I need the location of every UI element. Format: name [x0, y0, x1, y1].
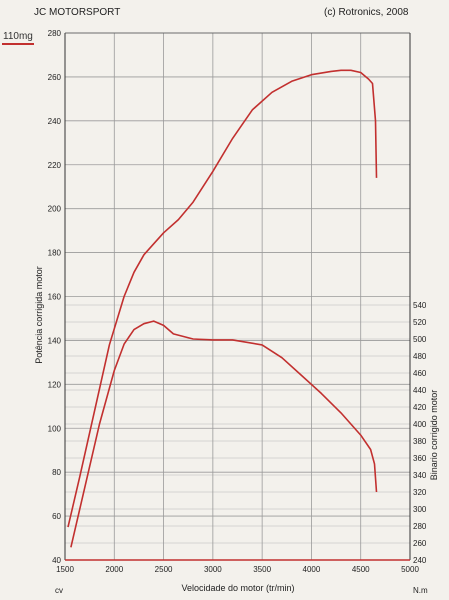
x-tick-label: 3500 — [253, 565, 271, 574]
grid — [64, 32, 411, 561]
series-line-torque — [70, 320, 378, 548]
right-tick-label: 360 — [413, 454, 427, 463]
x-tick-label: 2000 — [105, 565, 123, 574]
left-tick-label: 100 — [48, 424, 62, 433]
left-y-axis-label: Potência corrigida motor — [34, 266, 44, 364]
left-tick-label: 160 — [48, 293, 62, 302]
left-tick-label: 40 — [52, 556, 61, 565]
left-tick-label: 280 — [48, 29, 62, 38]
right-tick-label: 520 — [413, 318, 427, 327]
right-tick-label: 500 — [413, 335, 427, 344]
right-tick-label: 400 — [413, 420, 427, 429]
right-tick-label: 420 — [413, 403, 427, 412]
x-tick-label: 4500 — [352, 565, 370, 574]
right-tick-label: 340 — [413, 471, 427, 480]
axes-frame — [64, 32, 411, 561]
tick-labels: 40 60 80 100 120 140 160 180 200 220 240 260 280 240 2… — [48, 29, 427, 574]
right-tick-label: 300 — [413, 505, 427, 514]
x-tick-label: 5000 — [401, 565, 419, 574]
left-tick-label: 120 — [48, 380, 62, 389]
left-tick-label: 140 — [48, 336, 62, 345]
x-tick-label: 2500 — [155, 565, 173, 574]
right-y-axis-label: Binario corrigido motor — [429, 390, 439, 481]
left-tick-label: 200 — [48, 205, 62, 214]
x-tick-label: 1500 — [56, 565, 74, 574]
right-unit-label: N.m — [413, 586, 428, 595]
copyright-text: (c) Rotronics, 2008 — [324, 7, 409, 18]
left-tick-label: 240 — [48, 117, 62, 126]
right-tick-label: 280 — [413, 522, 427, 531]
x-tick-label: 3000 — [204, 565, 222, 574]
right-tick-label: 480 — [413, 352, 427, 361]
right-tick-label: 460 — [413, 369, 427, 378]
right-tick-label: 260 — [413, 539, 427, 548]
right-tick-label: 320 — [413, 488, 427, 497]
x-tick-label: 4000 — [303, 565, 321, 574]
left-tick-label: 260 — [48, 73, 62, 82]
left-unit-label: cv — [55, 586, 63, 595]
right-tick-label: 380 — [413, 437, 427, 446]
left-tick-label: 220 — [48, 161, 62, 170]
right-tick-label: 540 — [413, 301, 427, 310]
right-tick-label: 440 — [413, 386, 427, 395]
series-line-power — [67, 69, 378, 528]
left-tick-label: 80 — [52, 468, 61, 477]
x-axis-label: Velocidade do motor (tr/min) — [181, 583, 294, 593]
company-title: JC MOTORSPORT — [34, 7, 121, 18]
right-tick-label: 240 — [413, 556, 427, 565]
left-tick-label: 180 — [48, 249, 62, 258]
left-tick-label: 60 — [52, 512, 61, 521]
model-stamp: 110mg — [2, 31, 34, 45]
series-lines — [67, 69, 378, 548]
